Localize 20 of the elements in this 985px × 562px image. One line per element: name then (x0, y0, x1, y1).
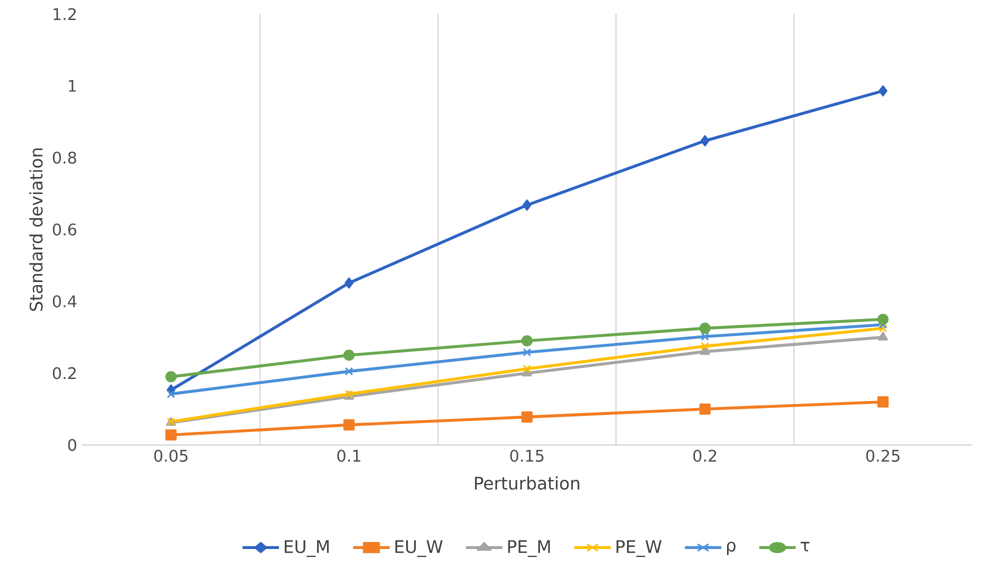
y-tick-label: 1.2 (54, 8, 76, 20)
y-tick-label: 1 (68, 80, 76, 92)
y-tick-label: 0.6 (52, 223, 76, 236)
legend-label: EU_W (395, 540, 443, 557)
y-tick-label: 0.8 (52, 152, 76, 164)
x-axis-title: Perturbation (475, 476, 580, 490)
x-tick-label: 0.2 (693, 450, 716, 462)
legend-label: PE_M (508, 540, 550, 557)
y-tick-label: 0 (68, 438, 76, 452)
y-tick-label: 0.4 (52, 295, 76, 308)
x-tick-label: 0.25 (866, 450, 900, 462)
legend-label: PE_W (616, 540, 662, 557)
legend-label: EU_M (284, 540, 329, 557)
legend-label: ρ (727, 542, 736, 556)
y-axis-title: Standard deviation (29, 148, 43, 311)
x-tick-label: 0.1 (337, 450, 360, 462)
y-tick-label: 0.2 (52, 367, 76, 380)
legend-label: τ (800, 542, 810, 552)
x-tick-label: 0.05 (154, 450, 188, 462)
x-tick-label: 0.15 (510, 450, 544, 462)
